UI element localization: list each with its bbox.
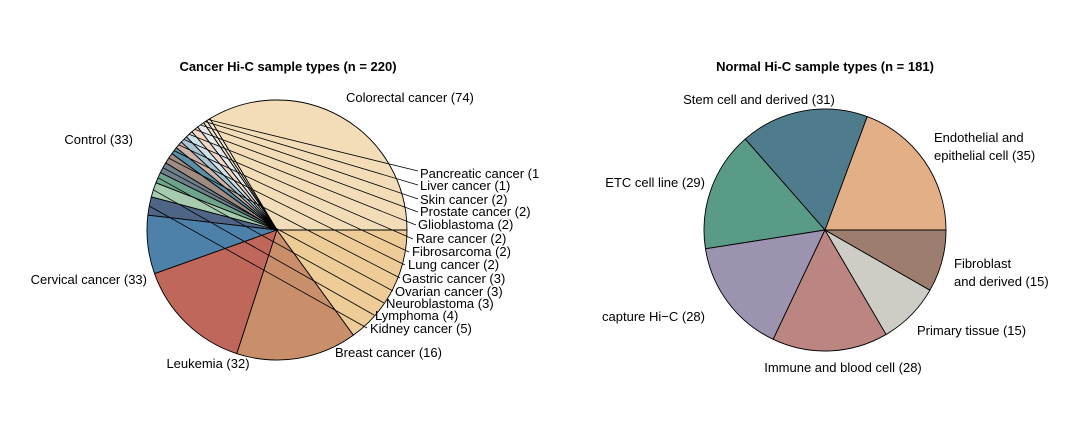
cancer-slice-control-33: [276, 229, 408, 336]
normal-label-immune-and-blood-cell-28: Immune and blood cell (28): [764, 360, 922, 375]
cancer-chart-title: Cancer Hi-C sample types (n = 220): [179, 59, 396, 74]
cancer-label-pancreatic-cancer-1: Pancreatic cancer (1: [420, 166, 539, 181]
cancer-leader-line-ovarian-cancer-3: [162, 167, 394, 292]
cancer-leader-line-neuroblastoma-3: [157, 177, 385, 304]
cancer-leader-line-liver-cancer-1: [205, 121, 419, 186]
cancer-leader-line-fibrosarcoma-2: [178, 144, 410, 253]
normal-slice-etc-cell-line-29: [703, 138, 826, 250]
normal-pie-chart: Normal Hi-C sample types (n = 181) Endot…: [602, 59, 1049, 375]
cancer-label-rare-cancer-2: Rare cancer (2): [416, 231, 506, 246]
cancer-leader-line-gastric-cancer-3: [168, 157, 401, 279]
normal-slice-stem-cell-and-derived-31: [744, 108, 868, 231]
normal-label-primary-tissue-15: Primary tissue (15): [917, 323, 1026, 338]
cancer-leader-line-pancreatic-cancer-1: [208, 119, 419, 172]
cancer-label-glioblastoma-2: Glioblastoma (2): [418, 217, 513, 232]
cancer-label-fibrosarcoma-2: Fibrosarcoma (2): [412, 244, 511, 259]
cancer-leader-line-glioblastoma-2: [188, 133, 417, 226]
normal-slice-capture-hi-c-28: [705, 229, 826, 340]
normal-label-capture-hi-c-28: capture Hi−C (28): [602, 309, 705, 324]
cancer-leader-line-kidney-cancer-5: [149, 205, 368, 329]
cancer-slice-colorectal-cancer-74: [209, 99, 408, 231]
cancer-pie-chart: Cancer Hi-C sample types (n = 220) Color…: [31, 59, 540, 371]
cancer-label-control-33: Control (33): [64, 132, 133, 147]
cancer-label-neuroblastoma-3: Neuroblastoma (3): [386, 296, 494, 311]
cancer-label-gastric-cancer-3: Gastric cancer (3): [402, 271, 505, 286]
normal-slice-fibroblast-and-derived-15: [824, 229, 947, 291]
cancer-label-lung-cancer-2: Lung cancer (2): [408, 257, 499, 272]
cancer-leader-line-prostate-cancer-2: [194, 128, 419, 213]
cancer-leader-line-skin-cancer-2: [200, 124, 419, 200]
normal-slice-endothelial-and-epithelial-cell-35: [824, 116, 947, 231]
cancer-label-skin-cancer-2: Skin cancer (2): [420, 192, 507, 207]
cancer-leader-line-lymphoma-4: [153, 189, 375, 316]
normal-chart-title: Normal Hi-C sample types (n = 181): [716, 59, 934, 74]
cancer-label-ovarian-cancer-3: Ovarian cancer (3): [395, 284, 503, 299]
cancer-label-cervical-cancer-33: Cervical cancer (33): [31, 272, 147, 287]
normal-slice-immune-and-blood-cell-28: [772, 229, 887, 352]
cancer-slice-leukemia-32: [154, 229, 278, 355]
cancer-label-liver-cancer-1: Liver cancer (1): [420, 178, 510, 193]
cancer-leader-line-lung-cancer-2: [173, 150, 406, 266]
cancer-label-colorectal-cancer-74: Colorectal cancer (74): [346, 90, 474, 105]
cancer-label-kidney-cancer-5: Kidney cancer (5): [370, 321, 472, 336]
cancer-label-prostate-cancer-2: Prostate cancer (2): [420, 204, 531, 219]
cancer-leader-line-rare-cancer-2: [183, 139, 414, 240]
cancer-label-breast-cancer-16: Breast cancer (16): [335, 345, 442, 360]
normal-label-stem-cell-and-derived-31: Stem cell and derived (31): [683, 92, 835, 107]
cancer-label-leukemia-32: Leukemia (32): [166, 356, 249, 371]
normal-label-endothelial-and-epithelial-cell-35: Endothelial and epithelial cell (35): [934, 130, 1035, 163]
normal-label-fibroblast-and-derived-15: Fibroblast and derived (15): [954, 256, 1049, 289]
normal-label-etc-cell-line-29: ETC cell line (29): [605, 175, 705, 190]
cancer-slice-cervical-cancer-33: [236, 229, 354, 361]
cancer-label-lymphoma-4: Lymphoma (4): [375, 308, 458, 323]
